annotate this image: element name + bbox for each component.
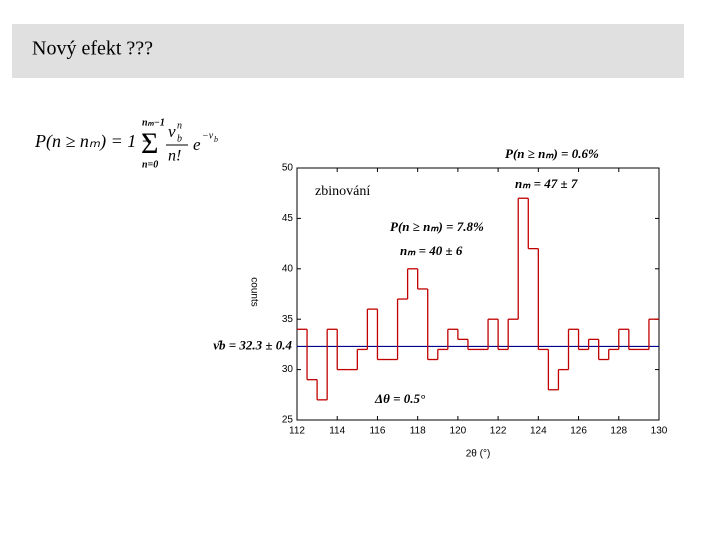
x-tick-label: 122: [490, 426, 507, 437]
y-tick-label: 25: [282, 415, 294, 426]
title-bar: [12, 24, 684, 78]
x-tick-label: 126: [570, 426, 587, 437]
x-tick-label: 114: [329, 426, 345, 437]
plot-frame: [296, 167, 660, 421]
slide-title: Nový efekt ???: [32, 38, 153, 60]
annotation: nₘ = 47 ± 7: [515, 176, 578, 191]
x-tick-label: 120: [450, 426, 467, 437]
formula-exp: −ν: [202, 130, 214, 141]
x-axis-label: 2θ (°): [466, 449, 491, 460]
x-tick-label: 116: [369, 426, 385, 437]
formula-exp-sub: b: [214, 135, 218, 144]
y-tick-label: 40: [282, 263, 294, 274]
annotation: zbinování: [315, 184, 370, 199]
reference-label: ν̂b = 32.3 ± 0.4: [213, 337, 292, 352]
annotation: nₘ = 40 ± 6: [400, 243, 463, 258]
x-tick-label: 128: [610, 426, 627, 437]
x-tick-label: 124: [530, 426, 547, 437]
y-axis-label: counts: [248, 277, 259, 306]
x-tick-label: 112: [289, 426, 305, 437]
x-tick-label: 118: [410, 426, 426, 437]
formula-den: n!: [168, 148, 181, 165]
y-tick-label: 35: [282, 314, 294, 325]
formula-sum: Σ: [141, 127, 158, 160]
y-tick-label: 30: [282, 364, 294, 375]
y-tick-label: 45: [282, 213, 294, 224]
formula-exp-base: e: [193, 135, 201, 154]
formula-sum-to: nₘ−1: [142, 117, 165, 128]
annotation: Δθ = 0.5°: [374, 391, 426, 406]
x-tick-label: 130: [651, 426, 668, 437]
annotation: P(n ≥ nₘ) = 0.6%: [505, 146, 599, 161]
formula-num: ν: [168, 122, 176, 141]
formula-sum-from: n=0: [142, 159, 158, 170]
formula-lhs: P(n ≥ nₘ) = 1 −: [34, 131, 153, 152]
annotation: P(n ≥ nₘ) = 7.8%: [390, 219, 484, 234]
y-tick-label: 50: [282, 163, 294, 174]
formula-num-sup: n: [177, 120, 182, 131]
formula-num-sub: b: [177, 133, 182, 144]
